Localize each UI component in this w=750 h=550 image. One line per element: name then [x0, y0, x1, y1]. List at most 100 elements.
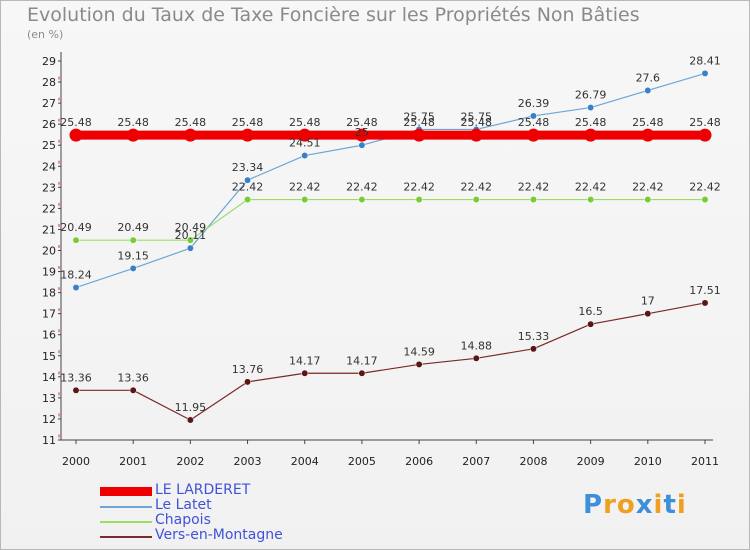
data-point-vers-en-montagne — [587, 320, 595, 328]
proxiti-logo: Proxiti — [583, 490, 687, 520]
data-label-chapois: 20.49 — [60, 221, 92, 234]
data-point-le-larderet — [241, 128, 255, 142]
data-label-chapois: 22.42 — [289, 181, 321, 194]
data-label-le-larderet: 25.48 — [575, 116, 607, 129]
data-point-vers-en-montagne — [472, 354, 480, 362]
chart-axes: 11 12 13 14 15 16 17 18 19 20 21 22 23 24 25 26 27 28 29 20… — [42, 52, 719, 468]
data-label-chapois: 22.42 — [403, 181, 435, 194]
data-point-chapois — [587, 196, 595, 203]
logo-letter: t — [663, 490, 677, 520]
data-label-chapois: 22.42 — [461, 181, 493, 194]
data-point-vers-en-montagne — [244, 378, 251, 386]
y-tick-label: 17 — [42, 308, 56, 321]
data-label-chapois: 20.49 — [117, 221, 149, 234]
logo-letter: o — [616, 490, 636, 520]
x-tick-label: 2011 — [691, 455, 719, 468]
data-label-le-latet: 27.6 — [636, 71, 661, 84]
data-label-vers-en-montagne: 15.33 — [518, 330, 550, 343]
logo-letter: i — [676, 490, 687, 520]
series-line-vers-en-montagne — [76, 302, 706, 421]
legend-swatch-vers-en-montagne — [100, 536, 152, 538]
y-tick-label: 21 — [42, 223, 56, 236]
data-point-le-larderet — [126, 128, 140, 142]
data-label-chapois: 22.42 — [575, 181, 607, 194]
data-label-chapois: 22.42 — [518, 181, 550, 194]
logo-letter: r — [603, 490, 617, 520]
x-tick-label: 2009 — [577, 455, 605, 468]
logo-letter: P — [583, 490, 604, 520]
data-point-le-latet — [72, 284, 80, 292]
data-point-le-larderet — [183, 128, 197, 142]
y-tick-label: 29 — [42, 55, 56, 68]
data-point-vers-en-montagne — [301, 369, 309, 377]
data-label-le-larderet: 25.48 — [346, 116, 378, 129]
chart-title: Evolution du Taux de Taxe Foncière sur l… — [27, 4, 640, 26]
data-label-le-latet: 25.75 — [461, 110, 493, 123]
data-label-le-larderet: 25.48 — [175, 116, 207, 129]
data-label-vers-en-montagne: 14.17 — [346, 354, 378, 367]
y-tick-label: 15 — [42, 350, 56, 363]
data-label-vers-en-montagne: 16.5 — [578, 305, 603, 318]
data-label-vers-en-montagne: 17.51 — [689, 284, 721, 297]
data-labels: 25.48 25.48 25.48 25.48 25.48 25.48 25.48 25.48… — [60, 54, 721, 414]
x-tick-label: 2007 — [462, 455, 490, 468]
data-point-le-latet — [358, 141, 366, 149]
x-tick-label: 2003 — [234, 455, 262, 468]
y-tick-label: 22 — [42, 202, 56, 215]
data-label-vers-en-montagne: 11.95 — [175, 401, 207, 414]
y-tick-label: 27 — [42, 97, 56, 110]
data-point-le-larderet — [69, 128, 83, 142]
legend-label-chapois: Chapois — [155, 512, 211, 528]
legend-swatch-chapois — [100, 521, 152, 523]
data-label-vers-en-montagne: 14.17 — [289, 354, 321, 367]
data-label-le-latet: 25 — [355, 126, 369, 139]
data-label-vers-en-montagne: 17 — [641, 295, 655, 308]
legend-label-le-larderet: LE LARDERET — [155, 482, 251, 498]
data-point-chapois — [244, 196, 251, 203]
data-point-chapois — [644, 196, 652, 203]
data-label-le-larderet: 25.48 — [461, 116, 493, 129]
data-point-le-latet — [644, 87, 652, 94]
series-lines — [69, 69, 712, 424]
data-point-le-larderet — [355, 128, 369, 142]
data-label-le-larderet: 25.48 — [632, 116, 664, 129]
data-point-chapois — [72, 236, 80, 244]
data-point-vers-en-montagne — [644, 310, 652, 318]
legend-swatch-le-larderet — [100, 487, 152, 496]
data-label-vers-en-montagne: 14.59 — [403, 345, 435, 358]
data-point-chapois — [530, 196, 537, 203]
data-label-le-latet: 25.75 — [403, 110, 435, 123]
data-point-le-larderet — [526, 128, 540, 142]
data-point-le-latet — [301, 152, 309, 159]
data-point-le-latet — [530, 112, 537, 120]
data-label-le-latet: 28.41 — [689, 54, 721, 67]
data-point-le-larderet — [469, 128, 483, 142]
chart-subtitle: (en %) — [27, 28, 64, 41]
x-tick-label: 2004 — [291, 455, 319, 468]
data-point-le-latet — [186, 244, 194, 252]
data-point-chapois — [701, 196, 709, 203]
data-label-le-latet: 24.51 — [289, 137, 321, 150]
legend-swatch-le-latet — [100, 506, 152, 508]
data-point-le-latet — [244, 176, 251, 184]
data-point-vers-en-montagne — [129, 386, 137, 394]
data-label-le-latet: 20.11 — [175, 229, 207, 242]
data-label-le-larderet: 25.48 — [232, 116, 264, 129]
y-tick-label: 24 — [42, 160, 56, 173]
data-label-le-larderet: 25.48 — [518, 116, 550, 129]
data-point-le-latet — [701, 69, 709, 77]
legend-label-le-latet: Le Latet — [155, 497, 212, 513]
data-point-le-larderet — [641, 128, 655, 142]
data-label-vers-en-montagne: 13.36 — [60, 371, 92, 384]
y-tick-label: 13 — [42, 392, 56, 405]
data-label-le-latet: 26.39 — [518, 97, 550, 110]
data-label-le-latet: 26.79 — [575, 89, 607, 102]
x-tick-label: 2000 — [62, 455, 90, 468]
data-point-chapois — [301, 196, 309, 203]
y-tick-label: 18 — [42, 287, 56, 300]
x-tick-label: 2006 — [405, 455, 433, 468]
data-point-chapois — [415, 196, 423, 203]
data-label-le-larderet: 25.48 — [689, 116, 721, 129]
